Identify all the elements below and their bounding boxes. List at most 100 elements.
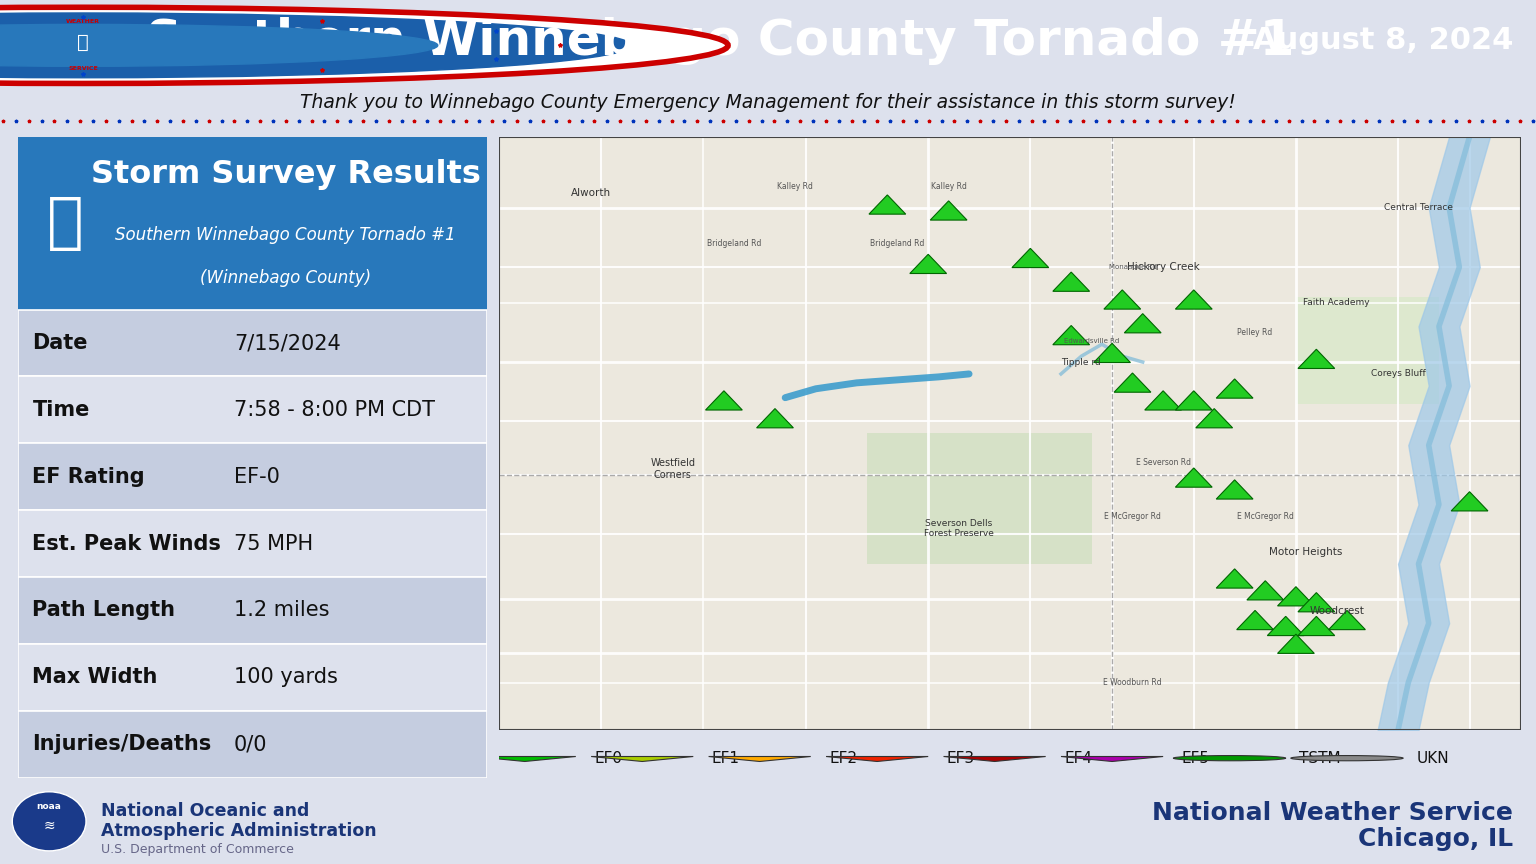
Ellipse shape [12,791,86,851]
Bar [18,309,487,377]
Text: 7:58 - 8:00 PM CDT: 7:58 - 8:00 PM CDT [233,400,435,420]
Text: EF4: EF4 [1064,751,1092,766]
Text: 75 MPH: 75 MPH [233,534,313,554]
Polygon shape [1217,480,1253,499]
Text: Bridgeland Rd: Bridgeland Rd [707,238,762,248]
Text: Est. Peak Winds: Est. Peak Winds [32,534,221,554]
Polygon shape [1061,757,1163,761]
Text: Kalley Rd: Kalley Rd [931,182,966,192]
Polygon shape [1094,343,1130,363]
Polygon shape [1124,314,1161,333]
Text: Motor Heights: Motor Heights [1269,547,1342,557]
Text: Injuries/Deaths: Injuries/Deaths [32,734,212,754]
Polygon shape [826,757,928,761]
Text: EF3: EF3 [946,751,975,766]
Polygon shape [1175,290,1212,309]
Polygon shape [1298,616,1335,636]
Polygon shape [943,757,1046,761]
Bar [18,577,487,644]
Text: Southern Winnebago County Tornado #1: Southern Winnebago County Tornado #1 [115,226,456,245]
Polygon shape [1452,492,1488,511]
Text: Monaaque Rd: Monaaque Rd [1109,264,1157,270]
Polygon shape [1144,391,1181,410]
Text: Hickory Creek: Hickory Creek [1127,262,1200,272]
Text: (Winnebago County): (Winnebago County) [200,270,372,288]
Text: EF Rating: EF Rating [32,467,144,486]
Text: noaa: noaa [37,802,61,811]
Text: EF0: EF0 [594,751,622,766]
Text: Coreys Bluff: Coreys Bluff [1370,370,1425,378]
Polygon shape [1104,290,1141,309]
Text: National Oceanic and: National Oceanic and [101,802,310,820]
Polygon shape [1247,581,1284,600]
Text: EF-0: EF-0 [233,467,280,486]
Text: National Weather Service: National Weather Service [1152,801,1513,825]
Text: Woodcrest: Woodcrest [1309,607,1364,616]
Text: Atmospheric Administration: Atmospheric Administration [101,823,376,840]
Text: EF5: EF5 [1181,751,1209,766]
Bar [18,711,487,778]
Text: Date: Date [32,333,88,353]
Polygon shape [1012,248,1049,268]
Text: SERVICE: SERVICE [68,67,98,72]
Polygon shape [705,391,742,410]
Text: Edwardsville Rd: Edwardsville Rd [1064,339,1120,344]
Text: U.S. Department of Commerce: U.S. Department of Commerce [101,842,295,855]
Polygon shape [1298,593,1335,612]
Text: Time: Time [32,400,91,420]
Text: E McGregor Rd: E McGregor Rd [1104,511,1161,521]
Text: Path Length: Path Length [32,600,175,620]
Text: 0/0: 0/0 [233,734,267,754]
Circle shape [1174,755,1286,761]
Text: 100 yards: 100 yards [233,667,338,688]
Polygon shape [1278,587,1315,606]
Polygon shape [1236,611,1273,630]
Bar [18,644,487,711]
Polygon shape [931,200,968,220]
Text: EF2: EF2 [829,751,857,766]
Text: WEATHER: WEATHER [66,19,100,24]
Text: Thank you to Winnebago County Emergency Management for their assistance in this : Thank you to Winnebago County Emergency … [300,92,1236,111]
Polygon shape [1175,468,1212,487]
Text: Faith Academy: Faith Academy [1304,298,1370,308]
Text: 7/15/2024: 7/15/2024 [233,333,341,353]
Circle shape [1290,755,1404,761]
Polygon shape [1298,349,1335,368]
Text: Severson Dells
Forest Preserve: Severson Dells Forest Preserve [925,518,994,538]
Polygon shape [1175,391,1212,410]
Bar [18,510,487,577]
Text: Tipple rd: Tipple rd [1061,358,1101,366]
Circle shape [0,24,438,67]
Text: UKN: UKN [1416,751,1448,766]
Text: Storm Survey Results: Storm Survey Results [91,159,481,190]
Text: Chicago, IL: Chicago, IL [1358,828,1513,851]
Polygon shape [1217,379,1253,398]
Polygon shape [1052,326,1089,345]
Bar [18,443,487,510]
Text: TSTM: TSTM [1299,751,1341,766]
Polygon shape [1278,634,1315,653]
Polygon shape [1197,409,1232,428]
Polygon shape [708,757,811,761]
Bar [18,377,487,443]
Text: Pelley Rd: Pelley Rd [1238,328,1273,337]
Polygon shape [1217,569,1253,588]
Text: Max Width: Max Width [32,667,158,688]
Text: E Woodburn Rd: E Woodburn Rd [1103,678,1161,687]
Polygon shape [1052,272,1089,291]
Text: E McGregor Rd: E McGregor Rd [1236,511,1293,521]
Text: EF1: EF1 [711,751,740,766]
Text: Bridgeland Rd: Bridgeland Rd [871,238,925,248]
Polygon shape [909,254,946,274]
Polygon shape [1114,373,1150,392]
Polygon shape [1329,611,1366,630]
Text: Central Terrace: Central Terrace [1384,203,1453,213]
Text: Kalley Rd: Kalley Rd [777,182,814,192]
Text: 1.2 miles: 1.2 miles [233,600,329,620]
Circle shape [0,13,631,78]
Polygon shape [473,757,576,761]
Bar [866,434,1092,564]
Bar [1296,296,1439,403]
Text: 🌪: 🌪 [48,194,83,252]
Circle shape [0,7,728,84]
